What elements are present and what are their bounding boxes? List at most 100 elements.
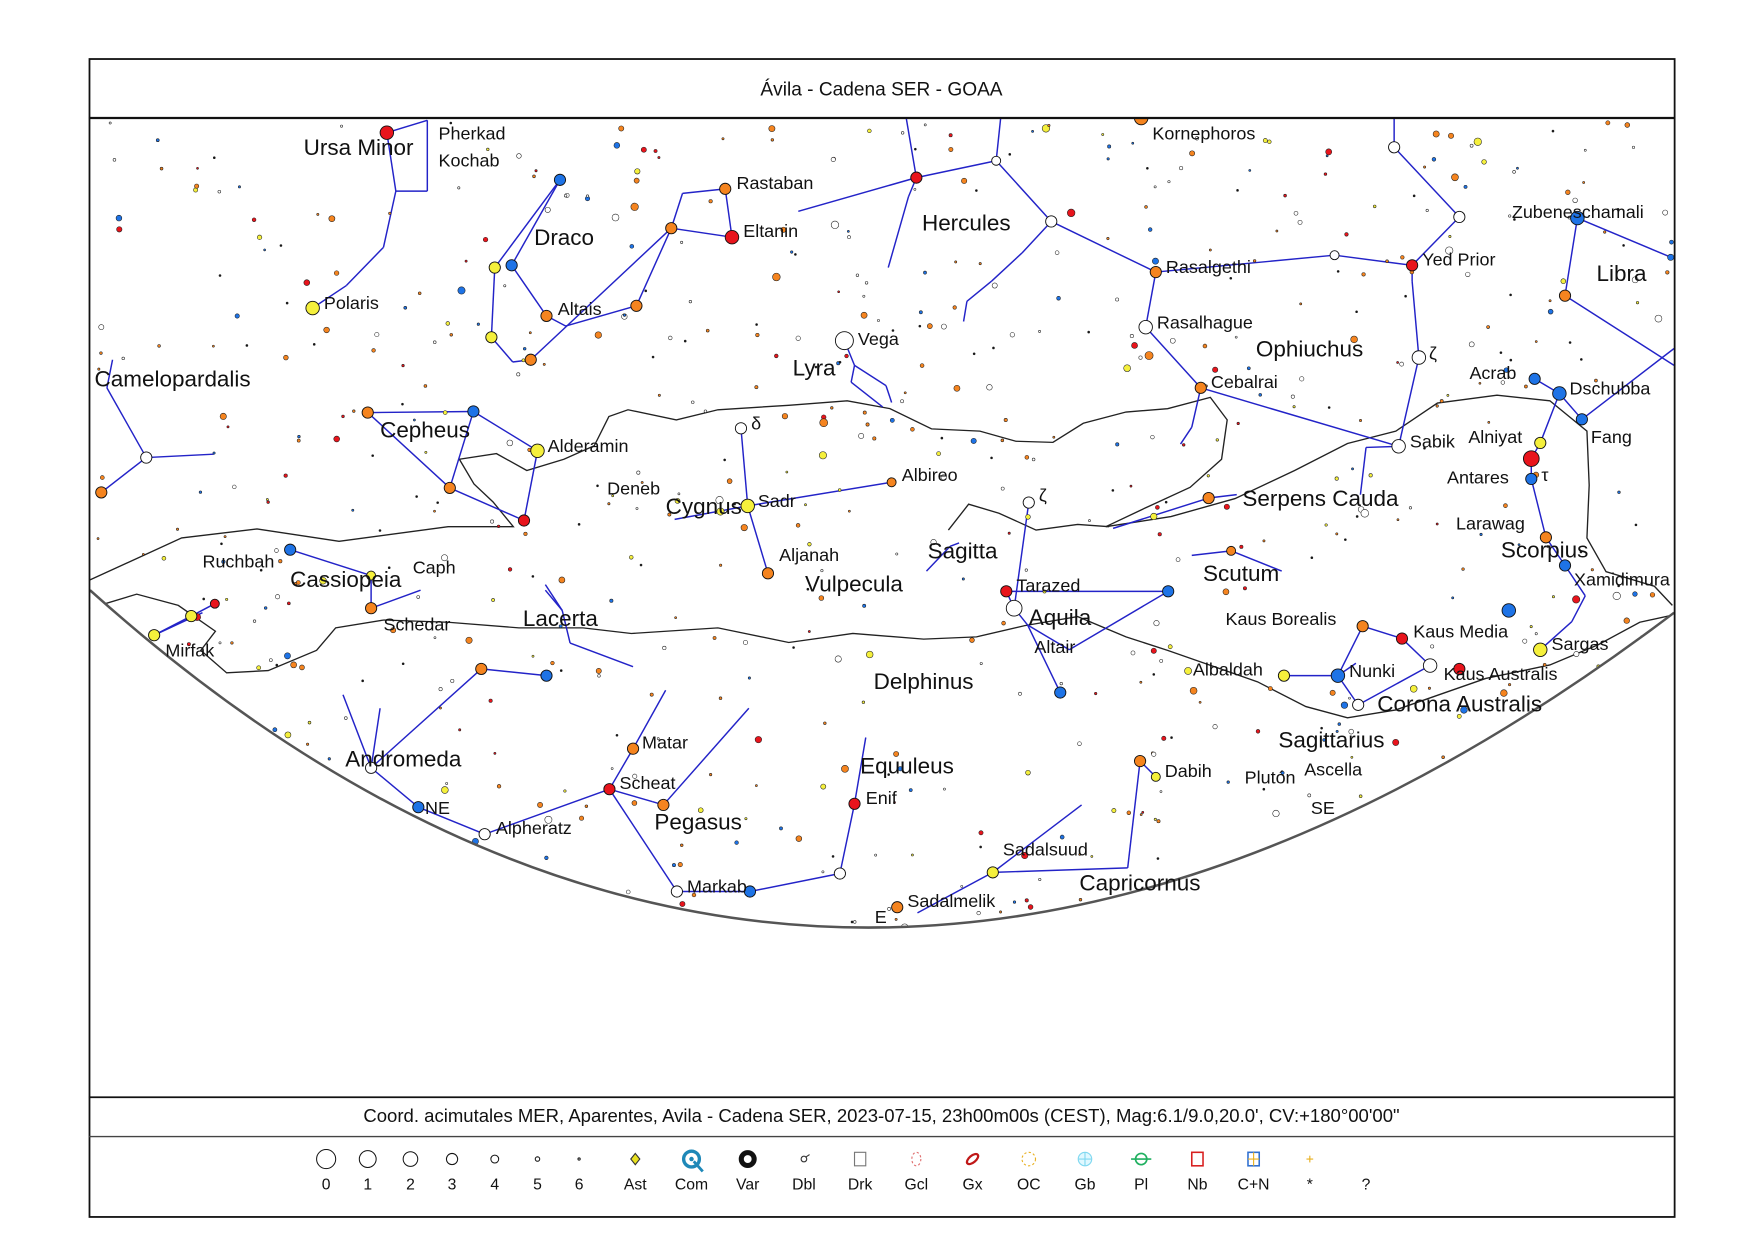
star	[1499, 351, 1503, 354]
star	[1292, 405, 1296, 409]
star	[108, 121, 112, 125]
star-label: Kaus Australis	[1444, 664, 1558, 684]
star-label: δ	[751, 413, 761, 433]
star	[1151, 751, 1157, 757]
star	[1175, 557, 1181, 562]
star	[266, 500, 270, 504]
star	[1003, 418, 1008, 422]
star	[1090, 855, 1094, 858]
constellation-line	[100, 456, 147, 493]
star	[611, 494, 615, 498]
star	[755, 784, 758, 787]
legend-label: OC	[1017, 1176, 1041, 1193]
star	[1624, 122, 1631, 128]
star	[705, 328, 710, 333]
constellation-line	[916, 160, 997, 179]
star	[1144, 205, 1148, 209]
constellation-line	[1112, 497, 1209, 530]
star	[1579, 550, 1583, 554]
star	[1152, 673, 1156, 676]
constellation-line	[991, 252, 1023, 282]
constellation-line	[1191, 387, 1202, 428]
star	[1212, 724, 1218, 730]
star	[807, 630, 811, 633]
bright-star	[1194, 381, 1207, 394]
observation-info: Coord. acimutales MER, Aparentes, Avila …	[363, 1105, 1399, 1126]
bright-star	[1528, 372, 1541, 385]
star	[830, 406, 834, 410]
star	[1001, 620, 1006, 626]
star-label: Dabih	[1165, 761, 1212, 781]
bright-star	[140, 451, 153, 464]
star	[978, 262, 982, 266]
bright-star	[540, 309, 553, 322]
star	[887, 773, 890, 776]
bright-star	[1045, 215, 1058, 228]
bright-star	[379, 125, 395, 140]
legend-label: 4	[490, 1176, 499, 1193]
star	[597, 674, 601, 678]
star	[768, 125, 776, 133]
constellation-label: Lacerta	[523, 606, 598, 631]
constellation-label: Ursa Minor	[304, 135, 414, 160]
star	[990, 456, 993, 460]
bright-star	[719, 182, 732, 195]
star	[1208, 248, 1212, 252]
star	[1513, 218, 1516, 221]
star	[719, 563, 723, 567]
star	[615, 733, 619, 737]
star	[212, 344, 215, 348]
star	[1159, 659, 1164, 663]
star	[1461, 567, 1465, 571]
star	[1605, 120, 1611, 126]
star	[251, 217, 257, 222]
star	[445, 321, 450, 326]
star	[1148, 227, 1153, 232]
star	[186, 642, 191, 647]
star	[677, 862, 683, 868]
star	[952, 305, 957, 310]
star	[1088, 519, 1091, 522]
star-label: Kornephoros	[1152, 123, 1255, 143]
star	[1153, 185, 1157, 189]
star	[344, 716, 348, 720]
star	[1336, 270, 1340, 273]
bright-star	[517, 514, 531, 527]
legend-label: 5	[533, 1176, 542, 1193]
star	[1423, 165, 1427, 169]
star	[1262, 539, 1266, 543]
constellation-line	[670, 193, 684, 229]
star-label: Matar	[642, 733, 688, 753]
star	[1590, 568, 1594, 572]
star	[1509, 293, 1512, 297]
star	[458, 728, 462, 732]
constellation-line	[449, 487, 525, 522]
star	[774, 353, 779, 359]
star	[1565, 189, 1571, 195]
constellation-line	[1393, 146, 1460, 218]
constellation-label: Scutum	[1203, 561, 1279, 586]
constellation-line	[494, 179, 561, 268]
bright-star	[1054, 686, 1067, 699]
star	[1182, 443, 1186, 447]
star	[1404, 294, 1407, 298]
star	[1038, 330, 1041, 333]
star	[230, 641, 234, 645]
constellation-line	[995, 160, 1052, 222]
star	[1463, 184, 1468, 189]
star	[559, 669, 563, 672]
star	[401, 662, 405, 666]
star	[327, 757, 331, 761]
star	[1344, 232, 1349, 237]
star	[388, 211, 392, 215]
comet-icon	[681, 1149, 704, 1173]
star	[866, 650, 874, 659]
star	[279, 244, 283, 247]
star	[1024, 898, 1029, 903]
star	[1159, 790, 1163, 793]
star	[284, 731, 292, 739]
bright-star	[1022, 496, 1035, 509]
star	[558, 624, 563, 629]
milky-way-boundary	[90, 593, 1675, 719]
star	[976, 911, 981, 916]
